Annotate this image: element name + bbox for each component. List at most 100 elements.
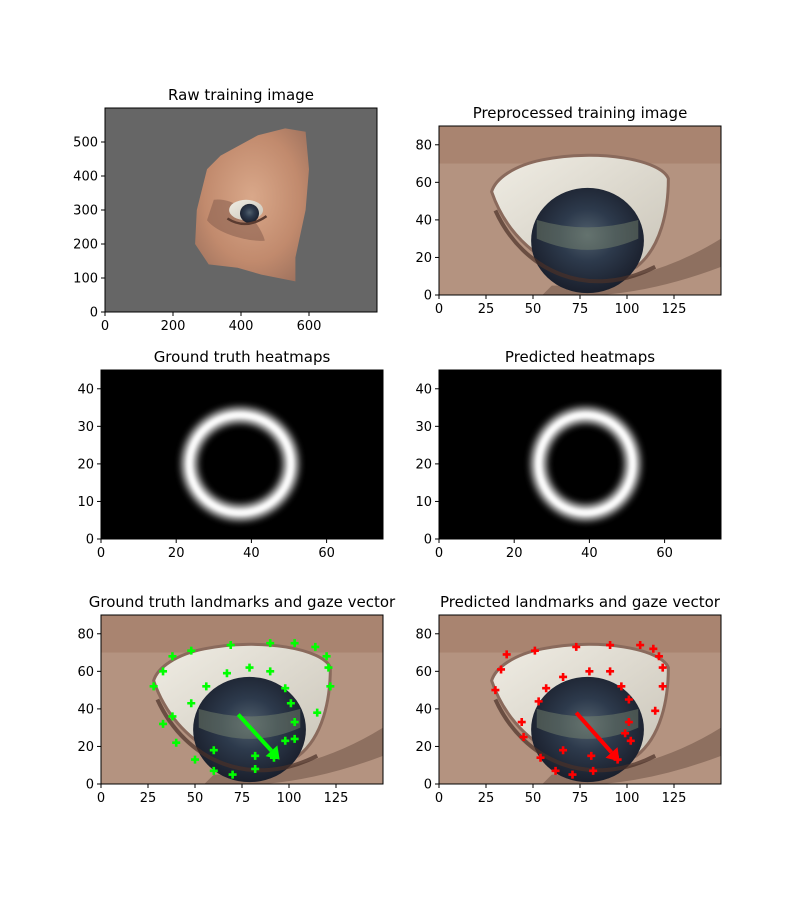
y-tick-label: 80 (415, 627, 432, 642)
x-tick-label: 600 (297, 319, 322, 334)
x-tick-label: 0 (97, 546, 105, 561)
panel-ground-truth-landmarks: 0 25 50 75 100 125 0 20 40 60 80 Ground truth landm… (77, 593, 396, 806)
landmark-point (311, 642, 320, 651)
landmark-point (149, 682, 158, 691)
y-tick-label: 80 (77, 627, 94, 642)
landmark-point (519, 733, 528, 742)
x-tick-label: 40 (581, 546, 598, 561)
axes-frame (438, 369, 722, 540)
landmark-point (534, 697, 543, 706)
y-tick-label: 10 (77, 495, 94, 510)
y-tick-label: 200 (73, 238, 98, 253)
x-tick-label: 60 (656, 546, 673, 561)
landmark-point (587, 751, 596, 760)
x-tick-label: 100 (615, 791, 640, 806)
landmark-point (649, 644, 658, 653)
x-tick-label: 125 (662, 302, 687, 317)
landmark-point (606, 667, 615, 676)
landmark-point (281, 684, 290, 693)
landmark-point (266, 639, 275, 648)
y-tick-label: 30 (77, 420, 94, 435)
subplot-title: Ground truth heatmaps (154, 348, 331, 366)
y-tick-label: 20 (415, 251, 432, 266)
landmark-point (202, 682, 211, 691)
axes-frame (100, 369, 384, 540)
landmark-point (209, 746, 218, 755)
x-tick-label: 125 (662, 791, 687, 806)
landmark-point (222, 669, 231, 678)
landmark-point (187, 646, 196, 655)
subplot-title: Predicted heatmaps (505, 348, 655, 366)
gaze-vector-shaft (574, 711, 614, 754)
landmark-point (172, 738, 181, 747)
landmark-point (589, 766, 598, 775)
landmark-point (559, 672, 568, 681)
eye-image (101, 615, 383, 784)
eyelashes-shadow (542, 727, 721, 784)
landmark-point (326, 682, 335, 691)
landmark-point (168, 712, 177, 721)
landmark-point (245, 663, 254, 672)
x-tick-label: 0 (435, 791, 443, 806)
eye-socket-shadow (207, 199, 265, 241)
y-tick-label: 40 (77, 382, 94, 397)
upper-lid-line (493, 209, 657, 284)
y-tick-label: 400 (73, 170, 98, 185)
subplot-title: Raw training image (168, 86, 314, 104)
landmark-point (654, 652, 663, 661)
y-tick-label: 40 (77, 702, 94, 717)
x-tick-label: 20 (168, 546, 185, 561)
y-tick-label: 0 (424, 533, 432, 548)
landmark-point (572, 642, 581, 651)
landmark-point (626, 736, 635, 745)
landmark-point (209, 766, 218, 775)
y-tick-label: 0 (424, 289, 432, 304)
panel-preprocessed-training-image: 0 25 50 75 100 125 0 20 40 60 80 Preprocessed train… (415, 104, 722, 317)
x-tick-label: 200 (161, 319, 186, 334)
panel-predicted-heatmaps: 0 20 40 60 0 10 20 30 40 Predicted heatmaps (415, 348, 722, 561)
gaze-vector-head (605, 747, 620, 762)
x-tick-label: 75 (572, 791, 589, 806)
panel-predicted-landmarks: 0 25 50 75 100 125 0 20 40 60 80 Predicted landmark… (415, 593, 722, 806)
x-tick-label: 25 (140, 791, 157, 806)
eyelashes-shadow (204, 727, 383, 784)
landmark-point (542, 684, 551, 693)
x-tick-label: 25 (478, 302, 495, 317)
y-tick-label: 40 (415, 382, 432, 397)
landmark-point (491, 686, 500, 695)
landmark-point (168, 652, 177, 661)
landmark-point (322, 652, 331, 661)
x-tick-label: 25 (478, 791, 495, 806)
landmark-point (606, 641, 615, 650)
raw-eye-iris (239, 203, 260, 223)
gaze-vector-head (265, 745, 280, 760)
landmark-point (585, 667, 594, 676)
upper-lid-line (155, 698, 319, 773)
x-tick-label: 60 (318, 546, 335, 561)
landmark-point (624, 718, 633, 727)
upper-lid-line (493, 698, 657, 773)
landmark-point (502, 650, 511, 659)
x-tick-label: 400 (229, 319, 254, 334)
y-tick-label: 80 (415, 138, 432, 153)
eye-iris (531, 187, 644, 294)
landmark-point (313, 708, 322, 717)
x-tick-label: 100 (277, 791, 302, 806)
heatmap-ring-core (187, 413, 293, 515)
x-tick-label: 50 (525, 302, 542, 317)
landmark-point (517, 718, 526, 727)
landmark-point (636, 641, 645, 650)
heatmap-ring-core (536, 413, 635, 515)
x-tick-label: 0 (435, 546, 443, 561)
x-tick-label: 125 (324, 791, 349, 806)
landmark-point (624, 695, 633, 704)
x-tick-label: 0 (101, 319, 109, 334)
landmark-point (497, 665, 506, 674)
landmark-point (290, 734, 299, 743)
y-tick-label: 40 (415, 213, 432, 228)
landmark-point (324, 663, 333, 672)
landmark-point (290, 718, 299, 727)
landmark-point (617, 682, 626, 691)
landmark-point (658, 663, 667, 672)
